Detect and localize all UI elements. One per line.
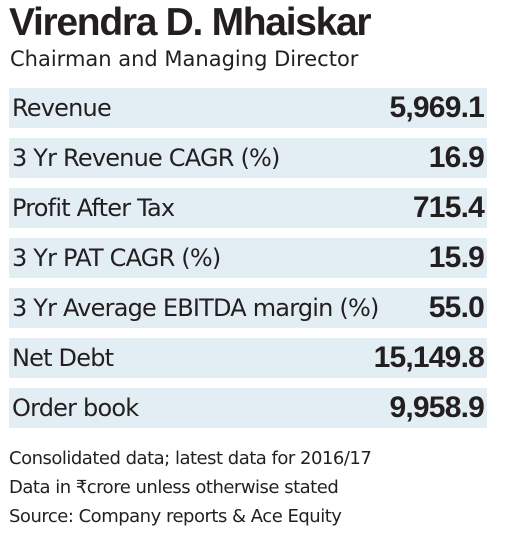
footnotes: Consolidated data; latest data for 2016/… (9, 444, 372, 531)
person-designation: Chairman and Managing Director (10, 47, 359, 71)
metric-value: 15,149.8 (373, 341, 485, 374)
metric-row-pat-cagr: 3 Yr PAT CAGR (%) 15.9 (9, 238, 487, 278)
footnote-units: Data in ₹crore unless otherwise stated (9, 477, 339, 498)
metric-label: 3 Yr PAT CAGR (%) (12, 244, 221, 272)
metric-value: 55.0 (428, 291, 485, 324)
metric-label: Profit After Tax (12, 194, 175, 222)
metric-row-ebitda-margin: 3 Yr Average EBITDA margin (%) 55.0 (9, 288, 487, 328)
metric-label: Revenue (12, 94, 112, 122)
metric-value: 5,969.1 (389, 91, 485, 124)
metric-label: Net Debt (12, 344, 114, 372)
footnote-consolidated: Consolidated data; latest data for 2016/… (9, 448, 372, 469)
footnote-source: Source: Company reports & Ace Equity (9, 506, 342, 527)
metric-label: 3 Yr Average EBITDA margin (%) (12, 294, 379, 322)
metric-row-profit-after-tax: Profit After Tax 715.4 (9, 188, 487, 228)
metric-row-revenue-cagr: 3 Yr Revenue CAGR (%) 16.9 (9, 138, 487, 178)
metric-value: 15.9 (428, 241, 485, 274)
metric-value: 715.4 (412, 191, 485, 224)
metric-value: 16.9 (428, 141, 485, 174)
metric-row-revenue: Revenue 5,969.1 (9, 88, 487, 128)
metric-label: 3 Yr Revenue CAGR (%) (12, 144, 280, 172)
metric-row-net-debt: Net Debt 15,149.8 (9, 338, 487, 378)
metric-row-order-book: Order book 9,958.9 (9, 388, 487, 428)
metric-label: Order book (12, 394, 139, 422)
person-name: Virendra D. Mhaiskar (9, 1, 372, 44)
metrics-table: Revenue 5,969.1 3 Yr Revenue CAGR (%) 16… (9, 88, 487, 428)
metric-value: 9,958.9 (389, 391, 485, 424)
